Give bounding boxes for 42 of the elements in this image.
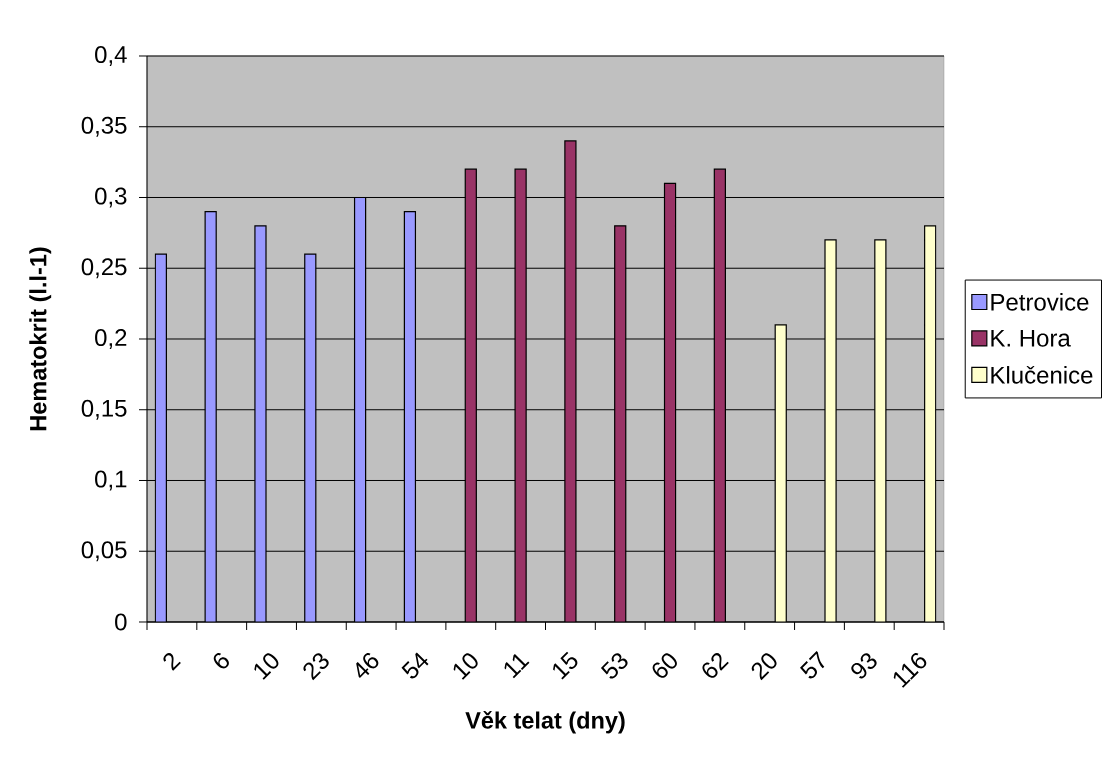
y-tick-label: 0 (115, 613, 127, 631)
x-tick-label: 62 (702, 653, 729, 678)
x-tick-label: 6 (213, 653, 229, 669)
y-tick-label: 0,15 (81, 399, 127, 420)
x-tick-label: 10 (453, 653, 478, 680)
x-tick-label: 46 (356, 653, 379, 678)
bar (304, 253, 317, 622)
bar (353, 196, 367, 622)
x-tick-label: 53 (600, 653, 628, 679)
x-tick-label: 11 (504, 653, 530, 679)
bar (614, 225, 627, 622)
bar (154, 253, 167, 622)
y-axis-title: Hematokrit (l.l-1) (29, 247, 52, 431)
x-tick-label: 20 (751, 653, 777, 681)
y-tick-label: 0,1 (95, 470, 127, 491)
x-tick-label: 23 (303, 653, 329, 681)
bar (774, 324, 787, 622)
x-tick-label: 15 (553, 651, 578, 680)
bar (874, 239, 887, 622)
legend-label: Petrovice (991, 293, 1089, 311)
bar (403, 211, 417, 622)
bar (464, 168, 477, 622)
bar (924, 225, 937, 622)
x-tick-label: 54 (401, 652, 429, 679)
bar (713, 168, 726, 622)
y-tick-label: 0,2 (95, 329, 127, 349)
x-tick-label: 60 (652, 653, 677, 678)
x-tick-label: 116 (893, 653, 927, 688)
y-tick-label: 0,05 (81, 541, 127, 562)
y-tick-label: 0,35 (81, 116, 127, 137)
legend-label: Klučenice (991, 365, 1093, 384)
bar (663, 182, 677, 622)
y-tick-label: 0,25 (81, 258, 127, 279)
y-tick-label: 0,4 (95, 46, 127, 66)
legend-label: K. Hora (991, 329, 1071, 347)
x-tick-label: 2 (163, 653, 181, 671)
bar (204, 211, 217, 622)
x-tick-label: 57 (800, 651, 825, 679)
x-axis-title: Věk telat (dny) (465, 710, 625, 734)
x-tick-label: 10 (254, 653, 279, 680)
x-tick-label: 93 (851, 653, 877, 679)
y-tick-label: 0,3 (95, 187, 127, 208)
